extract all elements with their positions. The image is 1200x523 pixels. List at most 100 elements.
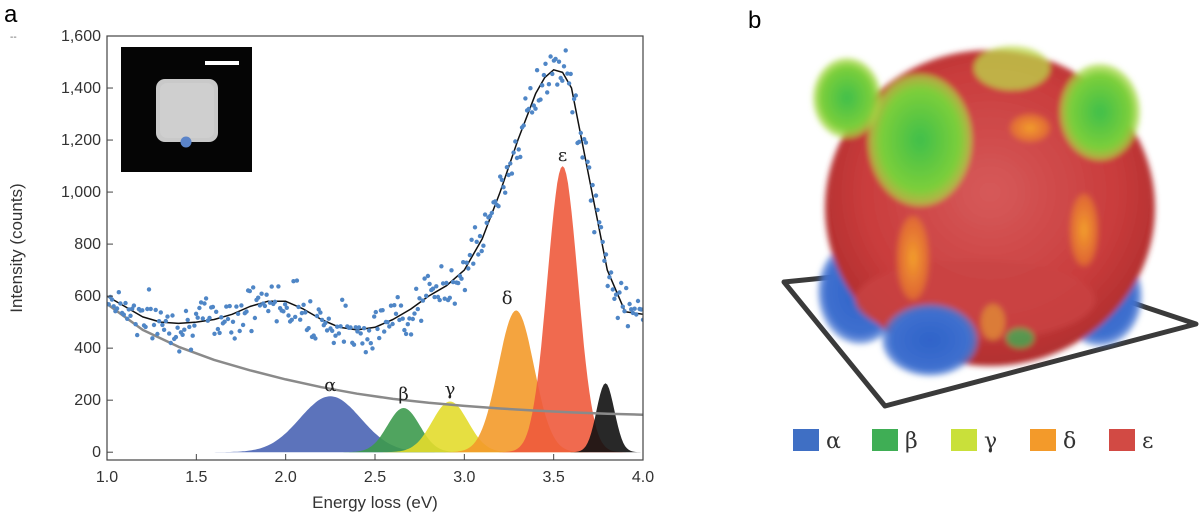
delta-edge-right [1070,194,1098,266]
data-point [521,123,526,128]
data-point [133,322,138,327]
data-point [566,81,572,86]
inset-nanocube-face [160,83,214,138]
gamma-corner-far-right [1060,64,1140,160]
data-point [324,328,330,333]
corner-mark: -- [10,32,17,43]
data-point [198,300,204,305]
data-point [363,350,368,355]
data-point [143,324,148,330]
data-point [471,261,476,266]
data-point [225,316,231,322]
data-point [613,292,619,297]
data-point [467,252,473,258]
y-tick-label: 1,400 [61,80,101,97]
data-point [114,306,120,311]
data-point [419,318,424,323]
data-point [622,309,627,314]
data-point [336,331,342,336]
data-point [503,190,508,195]
background-curve [107,302,643,416]
fit-curve [107,69,643,331]
data-point [627,301,632,307]
peak-label: γ [445,379,456,400]
data-point [318,310,323,315]
data-point [118,301,123,306]
data-point [492,199,498,204]
data-point [126,307,131,312]
data-point [514,155,520,161]
y-tick-label: 1,000 [61,184,101,201]
data-point [403,331,409,337]
data-point [202,301,207,306]
data-point [341,339,347,344]
data-point [506,172,511,178]
data-point [447,295,452,300]
data-point [434,284,439,289]
data-point [496,204,501,209]
data-point [232,336,237,341]
data-point [571,96,577,102]
data-point [459,276,464,281]
inset-image [121,47,252,172]
data-point [299,310,305,316]
data-point [388,303,394,308]
data-point [387,324,392,329]
data-point [437,297,442,303]
delta-edge-left [897,216,929,300]
data-point [456,280,461,286]
delta-edge-bottom [981,304,1005,340]
inset-probe-marker [180,136,192,148]
data-point [543,61,548,66]
peak-fill-ε [107,166,643,453]
data-point [561,64,567,69]
data-point [207,315,212,321]
data-point [408,332,414,337]
data-point [583,140,589,145]
peak-fill-δ [107,310,643,453]
y-tick-label: 0 [92,444,101,461]
data-point [541,72,547,78]
data-point [430,286,436,291]
data-point [262,303,268,309]
y-tick-label: 800 [74,236,101,253]
data-point [348,325,353,330]
data-point [573,93,578,98]
data-point [548,54,553,59]
data-point [183,308,189,314]
panel-b-label: b [748,7,761,34]
data-point [361,326,367,331]
data-point [593,193,599,198]
curves [107,69,643,416]
data-point [195,315,200,320]
data-point [397,317,402,323]
data-point [235,311,241,316]
data-point [128,313,133,318]
data-point [578,130,583,136]
spectrum-chart: 1.0 1.5 2.0 2.5 3.0 3.5 4.0 0 200 400 600 800 1,000 1… [7,28,654,512]
data-point [588,198,594,203]
data-point [563,48,568,53]
data-point [150,336,155,341]
data-point [619,280,624,286]
data-point [276,284,281,289]
data-point [474,239,479,244]
data-point [590,182,595,188]
peak-fill-extra [107,383,643,453]
data-point [533,106,538,111]
data-point [286,313,291,318]
data-point [200,316,205,321]
data-point [402,327,407,333]
data-point [237,328,242,334]
data-point [509,171,515,176]
data-point [380,308,385,313]
data-point [313,336,318,341]
legend-label: α [826,429,841,454]
data-point [368,341,373,346]
data-point [393,311,399,316]
data-point [602,258,607,263]
data-point [355,329,360,334]
data-point [439,264,444,269]
data-point [257,303,263,308]
